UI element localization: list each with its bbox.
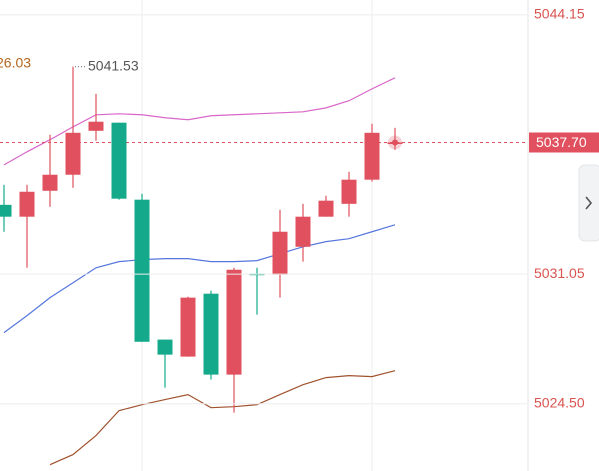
band-line xyxy=(49,370,396,466)
scroll-button[interactable] xyxy=(578,164,599,242)
last-price-box xyxy=(529,132,599,153)
candle-body xyxy=(272,231,288,275)
candle-body xyxy=(341,179,357,204)
candle-body xyxy=(318,200,334,217)
band-line xyxy=(3,77,396,166)
candle-body xyxy=(65,132,81,175)
y-tick-label: 5024.50 xyxy=(534,394,585,410)
candle-body xyxy=(42,174,58,191)
y-tick-label: 5031.05 xyxy=(534,265,585,281)
candle-body xyxy=(19,191,35,217)
candle-body xyxy=(180,297,196,357)
candle-body xyxy=(295,216,311,247)
candle-body xyxy=(0,204,12,217)
candle-body xyxy=(203,293,219,375)
candle-body xyxy=(134,199,150,342)
candle-body xyxy=(111,122,127,199)
candle-body xyxy=(364,132,380,180)
last-price-label: 5037.70 xyxy=(536,134,587,150)
candle-body xyxy=(157,339,173,355)
low-annotation: 26.03 xyxy=(0,55,31,71)
y-tick-label: 5044.15 xyxy=(534,6,585,22)
band-line xyxy=(3,224,396,334)
candle-body xyxy=(88,121,104,131)
current-dot xyxy=(392,139,398,146)
high-annotation: 5041.53 xyxy=(88,57,139,73)
candle-body xyxy=(226,269,242,375)
